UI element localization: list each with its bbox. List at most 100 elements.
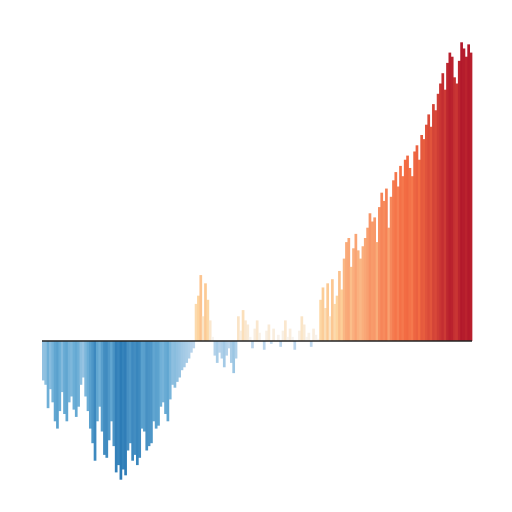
bar-7: [58, 341, 62, 412]
bar-39: [133, 341, 137, 455]
bar-125: [335, 295, 339, 341]
bar-177: [457, 60, 461, 342]
bar-115: [312, 328, 315, 341]
bar-141: [373, 217, 377, 341]
bar-67: [199, 275, 203, 341]
bar-37: [128, 341, 132, 444]
bar-36: [126, 341, 130, 451]
bar-92: [258, 332, 261, 341]
bar-147: [387, 227, 391, 341]
bar-98: [272, 328, 275, 341]
bar-169: [439, 83, 442, 341]
bar-13: [72, 341, 76, 410]
bar-133: [354, 233, 358, 341]
bar-97: [269, 341, 273, 344]
bar-139: [368, 213, 372, 341]
bar-74: [215, 341, 219, 363]
bar-94: [262, 341, 266, 350]
bar-95: [265, 330, 268, 341]
bar-80: [229, 341, 233, 363]
bar-171: [443, 89, 447, 342]
bar-161: [420, 135, 424, 341]
bar-79: [227, 341, 231, 349]
bar-54: [168, 341, 172, 400]
bar-75: [218, 341, 221, 353]
bar-149: [392, 180, 395, 341]
bar-32: [117, 341, 120, 466]
bar-25: [100, 341, 104, 432]
bar-130: [347, 238, 351, 341]
bar-120: [323, 308, 327, 341]
bars-layer: [42, 42, 473, 480]
bar-19: [86, 341, 90, 412]
bar-182: [469, 52, 473, 341]
bar-51: [161, 341, 165, 403]
bar-155: [406, 155, 409, 341]
bar-119: [321, 287, 325, 341]
bar-179: [462, 48, 466, 341]
bar-175: [453, 77, 456, 341]
bar-132: [352, 248, 355, 341]
bar-165: [429, 126, 433, 341]
bar-10: [65, 341, 69, 422]
bar-55: [171, 341, 174, 385]
bar-41: [138, 341, 142, 458]
bar-163: [425, 124, 428, 341]
bar-50: [159, 341, 163, 407]
bar-121: [326, 283, 330, 341]
bar-176: [455, 83, 459, 341]
bar-26: [103, 341, 106, 455]
bar-29: [110, 341, 113, 422]
bar-77: [222, 341, 226, 368]
bar-140: [370, 221, 374, 341]
bar-9: [63, 341, 66, 414]
bar-40: [135, 341, 139, 466]
bar-3: [49, 341, 52, 390]
bar-38: [131, 341, 134, 461]
bar-2: [46, 341, 50, 409]
bar-158: [413, 151, 416, 341]
bar-48: [154, 341, 158, 429]
bar-86: [244, 320, 247, 341]
bar-146: [385, 188, 388, 341]
bar-59: [180, 341, 184, 371]
bar-11: [67, 341, 71, 403]
bar-114: [309, 341, 313, 347]
bar-137: [363, 238, 367, 341]
bar-129: [345, 242, 348, 341]
bar-143: [378, 207, 381, 341]
bar-73: [213, 341, 217, 356]
bar-180: [464, 56, 468, 341]
bar-88: [248, 336, 252, 341]
bar-85: [241, 310, 245, 341]
bar-113: [307, 332, 311, 341]
bar-167: [434, 110, 438, 341]
bar-106: [291, 336, 294, 341]
bar-61: [185, 341, 189, 363]
bar-107: [293, 341, 297, 350]
bar-82: [234, 341, 238, 359]
bar-78: [225, 341, 228, 356]
bar-34: [121, 341, 125, 470]
bar-60: [182, 341, 186, 368]
bar-42: [140, 341, 144, 429]
bar-152: [399, 165, 402, 341]
bar-70: [206, 299, 210, 341]
bar-20: [88, 341, 92, 429]
bar-116: [314, 334, 318, 341]
bar-127: [340, 289, 344, 341]
bar-111: [302, 324, 306, 341]
bar-87: [246, 324, 250, 341]
bar-1: [44, 341, 48, 385]
bar-123: [331, 279, 334, 341]
bar-68: [201, 316, 205, 341]
bar-52: [164, 341, 167, 414]
bar-14: [74, 341, 78, 417]
bar-15: [77, 341, 80, 407]
bar-101: [279, 341, 283, 347]
bar-105: [288, 328, 292, 341]
bar-134: [356, 250, 360, 341]
bar-63: [190, 341, 193, 353]
bar-8: [60, 341, 64, 393]
